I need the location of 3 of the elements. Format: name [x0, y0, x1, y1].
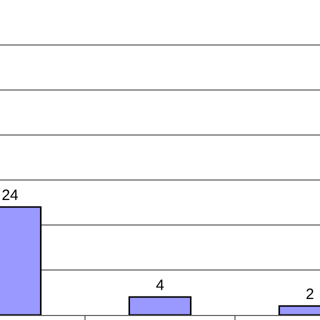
- data-label: 2: [306, 286, 314, 303]
- data-label: 24: [2, 187, 18, 204]
- data-label: 4: [156, 277, 164, 294]
